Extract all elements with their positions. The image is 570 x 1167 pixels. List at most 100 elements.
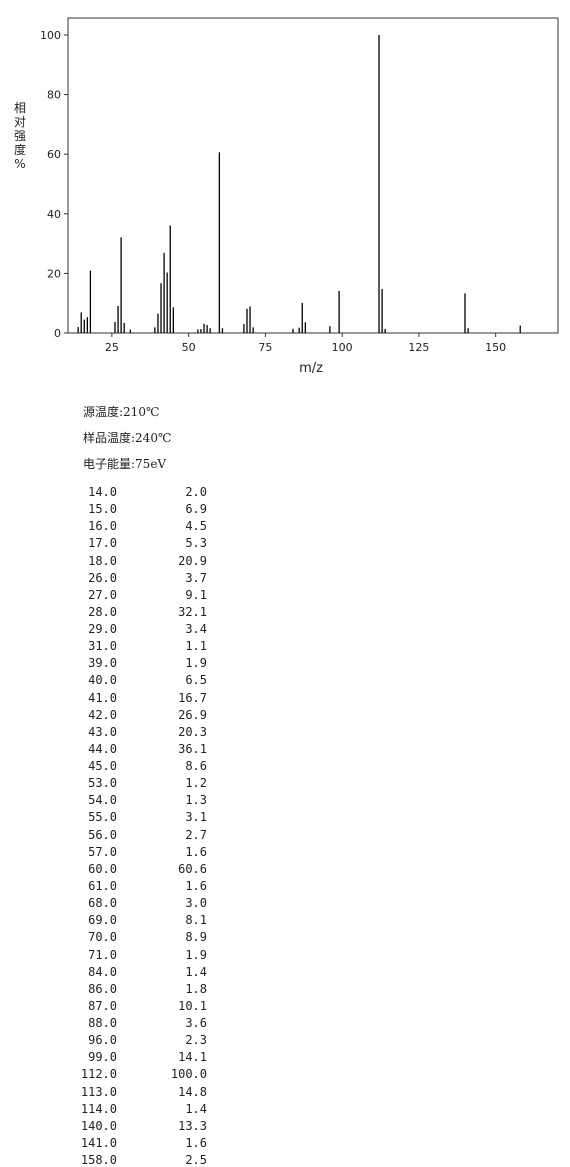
- mz-cell: 96.0: [88, 1033, 117, 1048]
- intensity-cell: 3.1: [185, 810, 207, 825]
- mz-cell: 61.0: [88, 878, 117, 893]
- mz-cell: 86.0: [88, 981, 117, 996]
- intensity-cell: 6.5: [185, 673, 207, 688]
- intensity-cell: 2.0: [185, 485, 207, 499]
- mz-cell: 84.0: [88, 964, 117, 979]
- x-tick-label: 75: [258, 341, 272, 354]
- intensity-cell: 3.0: [185, 896, 207, 911]
- intensity-cell: 1.6: [185, 1135, 207, 1150]
- mz-cell: 113.0: [80, 1084, 117, 1099]
- intensity-cell: 1.4: [185, 1101, 207, 1116]
- intensity-cell: 16.7: [178, 690, 207, 705]
- intensity-cell: 4.5: [185, 519, 207, 534]
- intensity-cell: 2.7: [185, 827, 207, 842]
- x-axis-label: m/z: [299, 361, 323, 376]
- intensity-cell: 32.1: [178, 604, 207, 619]
- x-tick-label: 50: [182, 341, 196, 354]
- y-tick-label: 80: [47, 89, 61, 102]
- info-line: 电子能量:75eV: [83, 457, 167, 471]
- mz-cell: 18.0: [88, 553, 117, 568]
- mz-cell: 112.0: [80, 1067, 117, 1082]
- intensity-cell: 26.9: [178, 707, 207, 722]
- intensity-cell: 14.8: [178, 1084, 207, 1099]
- intensity-cell: 3.4: [185, 622, 207, 637]
- intensity-cell: 1.8: [185, 981, 207, 996]
- plot-frame: [67, 17, 559, 334]
- mz-cell: 29.0: [88, 622, 117, 637]
- intensity-cell: 20.3: [178, 724, 207, 739]
- intensity-cell: 5.3: [185, 536, 207, 551]
- mz-cell: 14.0: [88, 485, 117, 499]
- mz-cell: 15.0: [88, 502, 117, 517]
- intensity-cell: 2.5: [185, 1153, 207, 1167]
- mz-cell: 70.0: [88, 930, 117, 945]
- y-tick-label: 60: [47, 148, 61, 161]
- mz-cell: 158.0: [80, 1153, 117, 1167]
- intensity-cell: 14.1: [178, 1050, 207, 1065]
- info-line: 样品温度:240℃: [83, 431, 172, 445]
- mz-cell: 54.0: [88, 793, 117, 808]
- intensity-cell: 9.1: [185, 587, 207, 602]
- mz-cell: 56.0: [88, 827, 117, 842]
- intensity-cell: 1.3: [185, 793, 207, 808]
- mz-cell: 55.0: [88, 810, 117, 825]
- mz-cell: 99.0: [88, 1050, 117, 1065]
- mz-cell: 71.0: [88, 947, 117, 962]
- intensity-cell: 3.6: [185, 1016, 207, 1031]
- mz-cell: 68.0: [88, 896, 117, 911]
- mz-cell: 140.0: [80, 1118, 117, 1133]
- x-tick-label: 25: [105, 341, 119, 354]
- intensity-cell: 3.7: [185, 570, 207, 585]
- x-tick-label: 100: [332, 341, 353, 354]
- mz-cell: 114.0: [80, 1101, 117, 1116]
- intensity-cell: 1.9: [185, 656, 207, 671]
- intensity-cell: 8.6: [185, 759, 207, 774]
- mz-cell: 53.0: [88, 776, 117, 791]
- mz-cell: 87.0: [88, 998, 117, 1013]
- mz-cell: 45.0: [88, 759, 117, 774]
- intensity-cell: 10.1: [178, 998, 207, 1013]
- mz-cell: 40.0: [88, 673, 117, 688]
- mz-cell: 44.0: [88, 741, 117, 756]
- intensity-cell: 13.3: [178, 1118, 207, 1133]
- y-tick-label: 100: [40, 29, 61, 42]
- mz-cell: 39.0: [88, 656, 117, 671]
- intensity-cell: 1.4: [185, 964, 207, 979]
- intensity-cell: 8.9: [185, 930, 207, 945]
- intensity-cell: 6.9: [185, 502, 207, 517]
- y-axis-label: 相对强度%: [14, 101, 26, 171]
- intensity-cell: 20.9: [178, 553, 207, 568]
- mz-cell: 31.0: [88, 639, 117, 654]
- mz-cell: 42.0: [88, 707, 117, 722]
- intensity-cell: 36.1: [178, 741, 207, 756]
- y-tick-label: 20: [47, 267, 61, 280]
- mz-cell: 16.0: [88, 519, 117, 534]
- intensity-cell: 60.6: [178, 861, 207, 876]
- intensity-cell: 8.1: [185, 913, 207, 928]
- intensity-cell: 1.2: [185, 776, 207, 791]
- x-tick-label: 125: [408, 341, 429, 354]
- intensity-cell: 1.9: [185, 947, 207, 962]
- x-tick-label: 150: [485, 341, 506, 354]
- info-line: 源温度:210℃: [83, 405, 160, 419]
- y-tick-label: 40: [47, 208, 61, 221]
- y-tick-label: 0: [54, 327, 61, 340]
- intensity-cell: 1.1: [185, 639, 207, 654]
- mz-cell: 141.0: [80, 1135, 117, 1150]
- intensity-cell: 1.6: [185, 844, 207, 859]
- chart: m/z 相对强度% 0 20 40 60 80 100 25 50 75 100 125 150: [14, 17, 559, 376]
- intensity-cell: 2.3: [185, 1033, 207, 1048]
- mz-cell: 43.0: [88, 724, 117, 739]
- mz-cell: 28.0: [88, 604, 117, 619]
- mz-cell: 17.0: [88, 536, 117, 551]
- intensity-cell: 100.0: [170, 1067, 207, 1082]
- mz-cell: 41.0: [88, 690, 117, 705]
- mz-cell: 60.0: [88, 861, 117, 876]
- mz-cell: 69.0: [88, 913, 117, 928]
- mz-cell: 88.0: [88, 1016, 117, 1031]
- intensity-cell: 1.6: [185, 878, 207, 893]
- mz-cell: 26.0: [88, 570, 117, 585]
- mz-cell: 57.0: [88, 844, 117, 859]
- mz-cell: 27.0: [88, 587, 117, 602]
